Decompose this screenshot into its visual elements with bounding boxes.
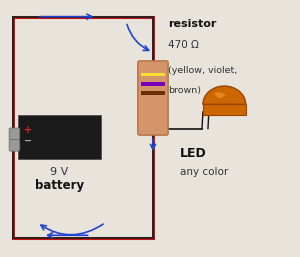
Bar: [13, 17, 153, 238]
Text: resistor: resistor: [168, 19, 216, 29]
Text: 9 V: 9 V: [50, 167, 68, 177]
Wedge shape: [203, 86, 246, 104]
FancyBboxPatch shape: [9, 128, 20, 140]
Bar: [141, 73, 165, 76]
FancyBboxPatch shape: [138, 61, 168, 135]
Text: battery: battery: [35, 179, 84, 192]
Bar: [18, 115, 101, 159]
Text: LED: LED: [180, 148, 206, 160]
Bar: [203, 104, 246, 115]
Bar: [141, 82, 165, 86]
Text: (yellow, violet,: (yellow, violet,: [168, 66, 237, 75]
Text: −: −: [24, 136, 32, 146]
Bar: [141, 91, 165, 95]
Text: any color: any color: [180, 167, 228, 177]
FancyBboxPatch shape: [9, 140, 20, 151]
Text: 470 Ω: 470 Ω: [168, 40, 199, 50]
Text: +: +: [24, 125, 32, 135]
Wedge shape: [214, 92, 225, 99]
Text: brown): brown): [168, 86, 201, 95]
